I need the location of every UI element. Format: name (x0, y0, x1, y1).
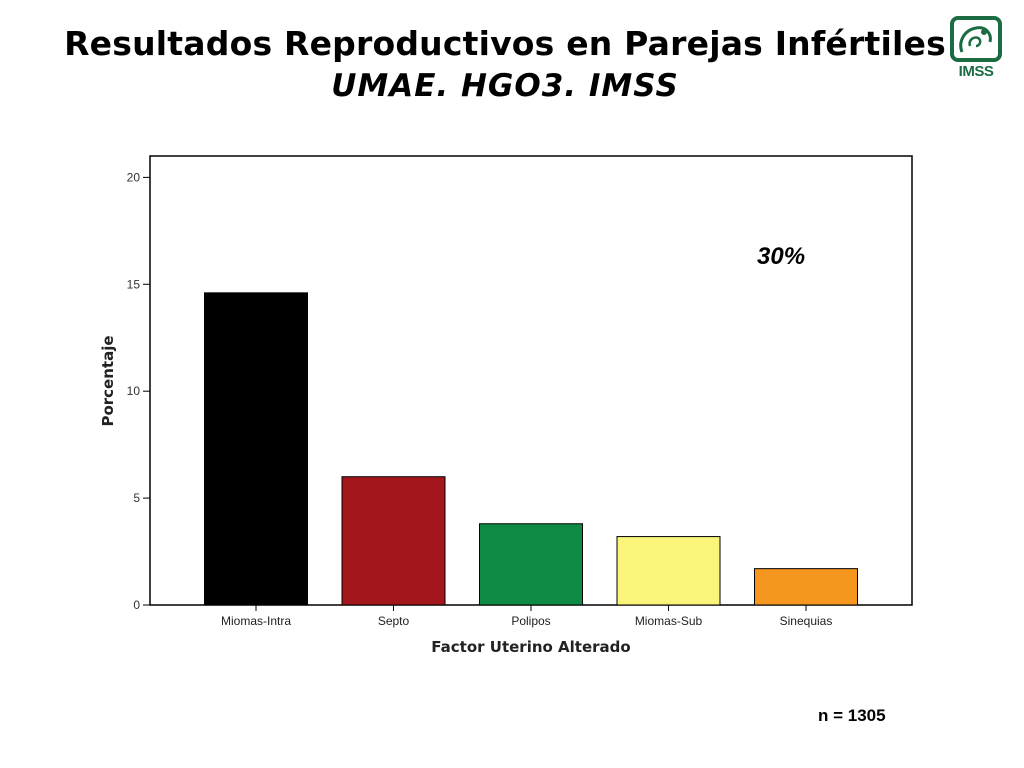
bar-miomas-sub (616, 536, 721, 606)
x-tick-label: Septo (378, 614, 410, 628)
y-tick-label: 5 (133, 491, 140, 505)
bar-polipos (479, 523, 583, 606)
bar-sinequias (754, 568, 858, 606)
x-tick-label: Miomas-Intra (221, 614, 291, 628)
y-tick-label: 10 (127, 384, 141, 398)
x-tick-label: Miomas-Sub (635, 614, 703, 628)
logo-text: IMSS (958, 63, 994, 80)
x-axis: Miomas-Intra Septo Polipos Miomas-Sub Sinequ… (221, 605, 832, 628)
y-tick-label: 0 (133, 598, 140, 612)
imss-logo: IMSS (948, 16, 1004, 92)
bar-septo (341, 476, 446, 606)
y-axis-title: Porcentaje (99, 335, 117, 426)
x-tick-label: Polipos (511, 614, 550, 628)
x-axis-title: Factor Uterino Alterado (431, 638, 630, 656)
y-tick-label: 20 (127, 170, 141, 184)
bar-miomas-intra (204, 292, 308, 606)
y-axis: 0 5 10 15 20 (127, 170, 150, 612)
chart-subtitle: UMAE. HGO3. IMSS (331, 68, 679, 104)
imss-emblem-icon (950, 16, 1002, 62)
x-tick-label: Sinequias (780, 614, 833, 628)
chart-title: Resultados Reproductivos en Parejas Infé… (64, 24, 946, 63)
percentage-annotation: 30% (757, 243, 805, 270)
bars-group (204, 292, 858, 606)
y-tick-label: 15 (127, 277, 141, 291)
sample-size-label: n = 1305 (818, 706, 886, 725)
